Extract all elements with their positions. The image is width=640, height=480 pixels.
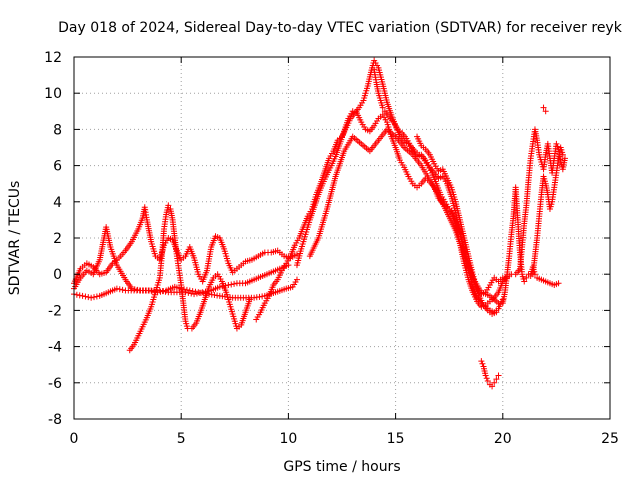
data-point xyxy=(554,143,561,150)
data-point xyxy=(159,288,166,295)
data-point xyxy=(88,294,95,301)
data-point xyxy=(483,375,490,382)
data-point xyxy=(493,376,500,383)
data-point xyxy=(231,280,238,287)
data-point xyxy=(495,372,502,379)
data-point xyxy=(216,283,223,290)
grid xyxy=(74,57,610,419)
data-point xyxy=(93,293,100,300)
x-tick-label: 0 xyxy=(70,431,79,447)
data-point xyxy=(165,202,172,209)
data-point xyxy=(76,292,83,299)
x-tick-label: 5 xyxy=(177,431,186,447)
data-point xyxy=(191,291,198,298)
x-tick-label: 25 xyxy=(601,431,619,447)
y-tick-label: -6 xyxy=(48,376,62,392)
data-point xyxy=(484,377,491,384)
data-point xyxy=(73,291,80,298)
axis-ticks: 0 5 10 15 20 25 -8 -6 -4 -2 0 2 4 6 8 10 12 xyxy=(44,50,619,447)
data-point xyxy=(162,288,169,295)
y-tick-label: 6 xyxy=(53,159,62,175)
data-point xyxy=(478,358,485,365)
data-point xyxy=(91,294,98,301)
data-point xyxy=(379,104,386,111)
data-point xyxy=(553,140,560,147)
data-point xyxy=(193,290,200,297)
series-trace-7 xyxy=(306,126,502,307)
y-tick-label: 0 xyxy=(53,267,62,283)
data-point xyxy=(82,293,89,300)
x-axis-label: GPS time / hours xyxy=(283,459,400,475)
data-point xyxy=(188,290,195,297)
y-axis-label: SDTVAR / TECUs xyxy=(7,181,23,296)
data-point xyxy=(196,289,203,296)
data-point xyxy=(199,289,206,296)
data-point xyxy=(555,280,562,287)
y-tick-label: 4 xyxy=(53,195,62,211)
data-point xyxy=(489,383,496,390)
series-trace-1 xyxy=(71,224,300,301)
series-trace-11 xyxy=(499,184,562,307)
x-tick-label: 20 xyxy=(494,431,512,447)
y-tick-label: -2 xyxy=(48,303,62,319)
data-point xyxy=(482,372,489,379)
y-tick-label: 2 xyxy=(53,231,62,247)
data-point xyxy=(119,286,126,293)
data-point xyxy=(113,285,120,292)
data-point xyxy=(225,282,232,289)
data-point xyxy=(559,151,566,158)
plot-frame xyxy=(73,56,611,420)
x-tick-label: 10 xyxy=(279,431,297,447)
data-point xyxy=(479,360,486,367)
data-point xyxy=(185,289,192,296)
series-trace-4 xyxy=(126,202,253,354)
series-trace-9 xyxy=(478,358,502,390)
series-trace-14 xyxy=(540,104,549,115)
data-point xyxy=(293,276,300,283)
data-point xyxy=(523,274,530,281)
x-tick-label: 15 xyxy=(387,431,405,447)
series-trace-10 xyxy=(499,126,568,283)
data-point xyxy=(540,104,547,111)
data-point xyxy=(542,108,549,115)
y-tick-label: 8 xyxy=(53,122,62,138)
data-point xyxy=(228,281,235,288)
data-point xyxy=(499,274,506,281)
series-trace-13 xyxy=(414,133,506,298)
data-points xyxy=(71,57,568,390)
data-point xyxy=(246,296,253,303)
y-tick-label: -4 xyxy=(48,340,62,356)
data-point xyxy=(79,292,86,299)
data-point xyxy=(491,379,498,386)
y-tick-label: 10 xyxy=(44,86,62,102)
y-tick-label: 12 xyxy=(44,50,62,66)
data-point xyxy=(85,294,92,301)
series-trace-12 xyxy=(529,144,566,278)
data-point xyxy=(561,155,568,162)
data-point xyxy=(493,309,500,316)
data-point xyxy=(521,278,528,285)
data-point xyxy=(156,287,163,294)
y-tick-label: -8 xyxy=(48,412,62,428)
data-point xyxy=(116,286,123,293)
chart-title: Day 018 of 2024, Sidereal Day-to-day VTE… xyxy=(58,20,623,36)
